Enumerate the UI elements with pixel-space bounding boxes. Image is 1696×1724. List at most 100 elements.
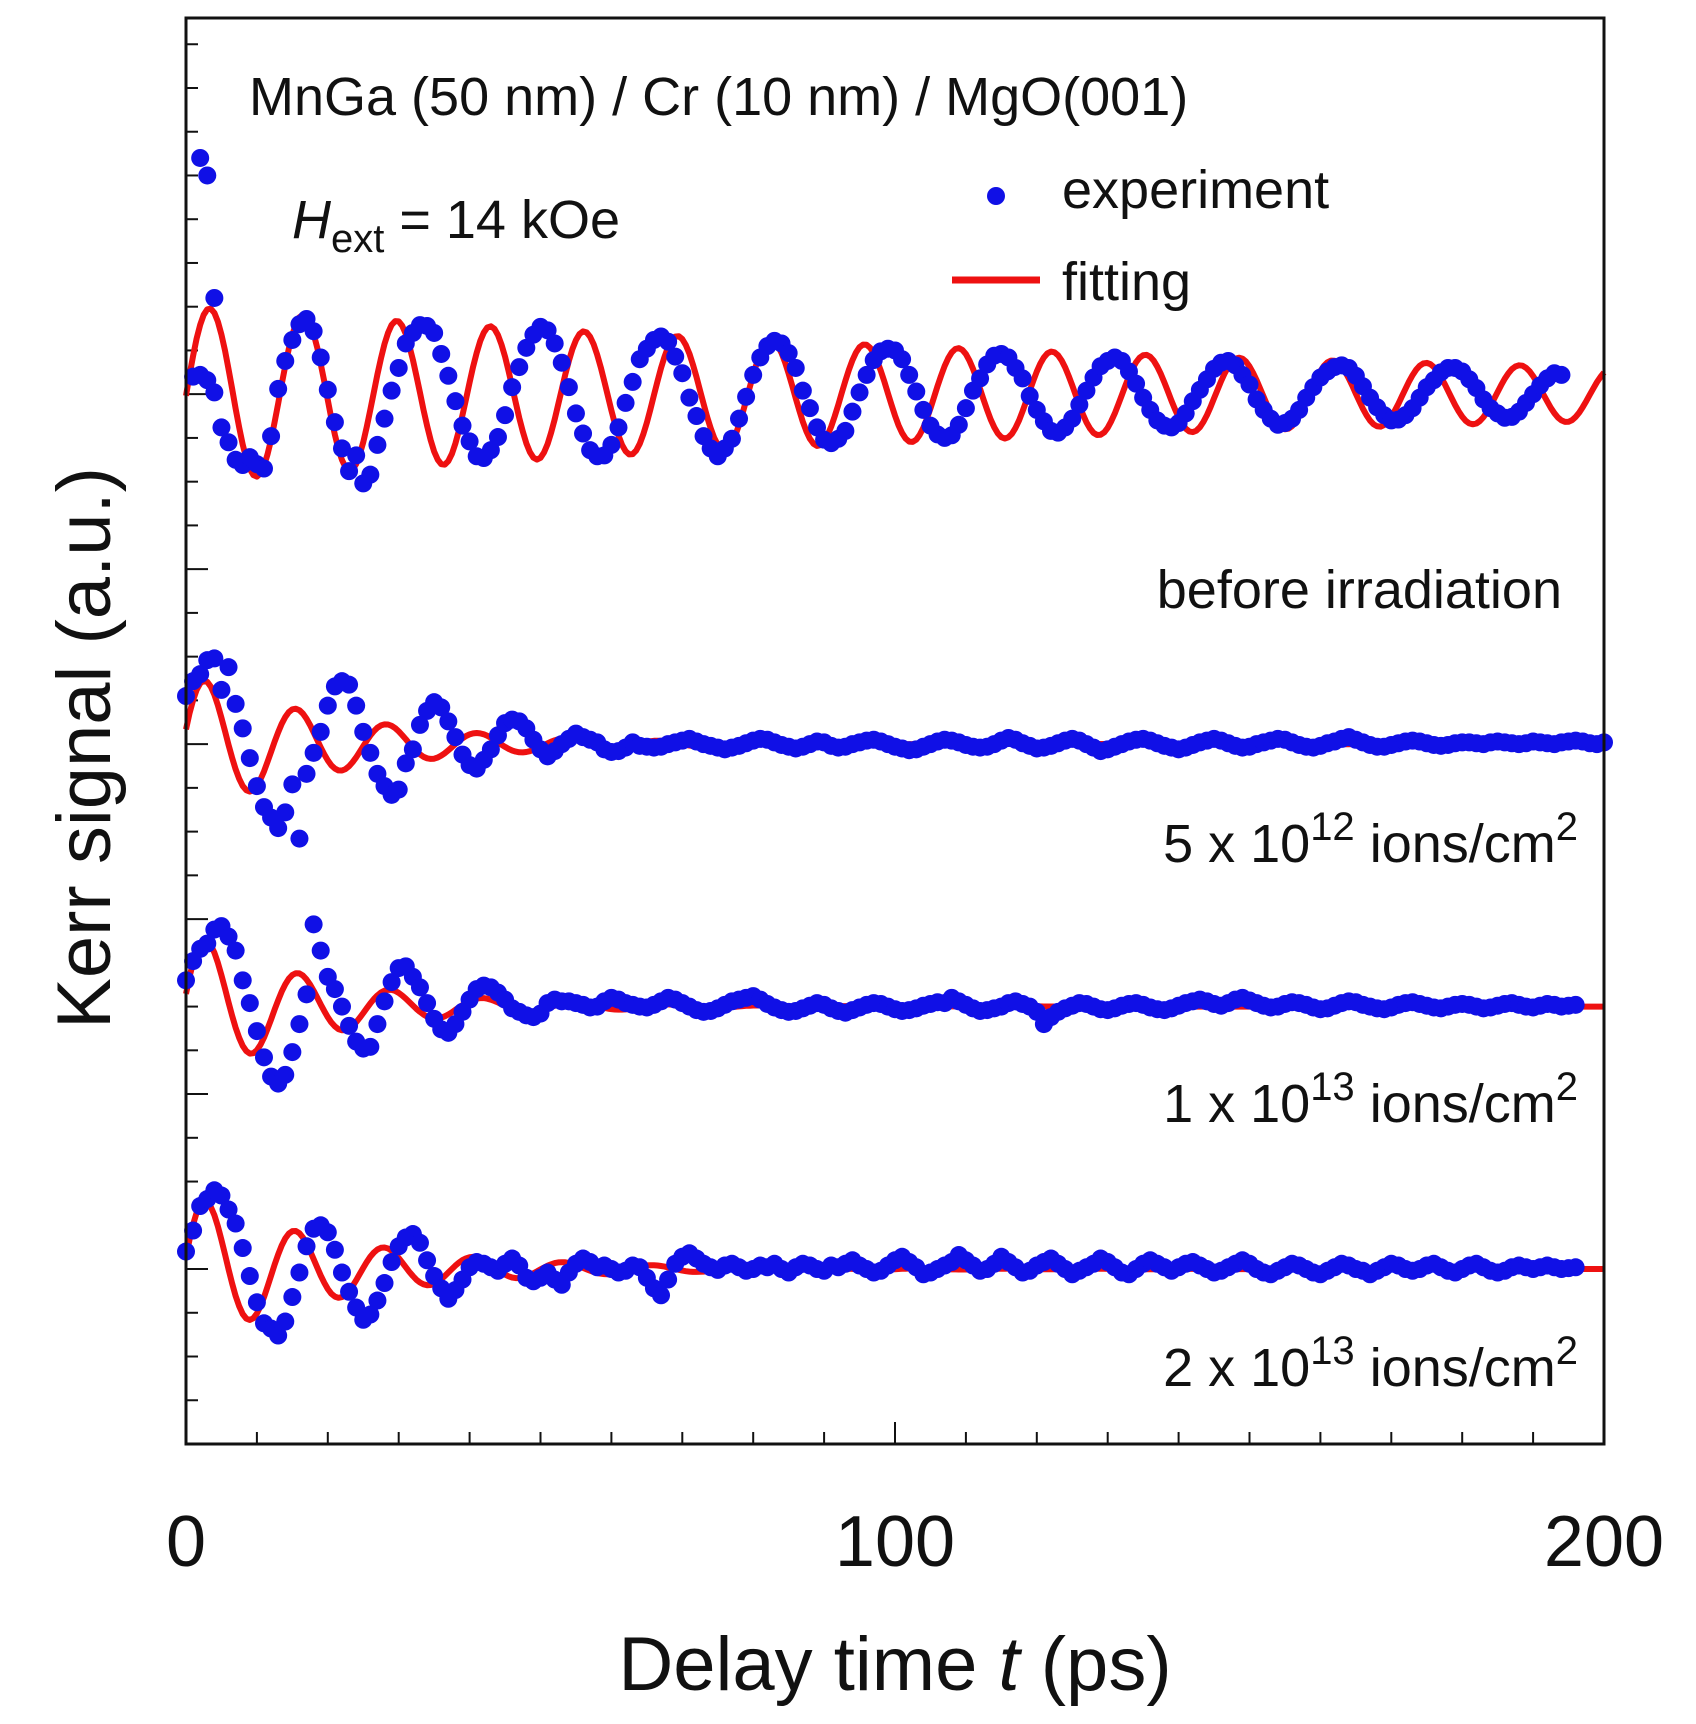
experiment-point-1-8 — [233, 719, 252, 738]
experiment-point-3-17 — [297, 1237, 316, 1256]
experiment-point-1-20 — [318, 696, 337, 715]
experiment-point-0-76 — [722, 429, 741, 448]
experiment-point-3-196 — [1566, 1258, 1585, 1277]
experiment-point-0-124 — [1063, 409, 1082, 428]
experiment-point-2-3 — [198, 934, 217, 953]
fit-curve-0 — [183, 305, 1607, 480]
experiment-point-0-34 — [425, 323, 444, 342]
experiment-point-2-34 — [418, 994, 437, 1013]
experiment-point-2-8 — [233, 971, 252, 990]
series-label-1e13-unit-exponent: 2 — [1556, 1065, 1578, 1109]
experiment-point-3-26 — [361, 1305, 380, 1324]
experiment-point-1-9 — [240, 749, 259, 768]
experiment-point-0-133 — [1127, 374, 1146, 393]
experiment-point-0-102 — [907, 382, 926, 401]
plot-frame — [184, 16, 1606, 1446]
experiment-point-1-32 — [403, 740, 422, 759]
experiment-point-2-11 — [254, 1048, 273, 1067]
y-axis-label: Kerr signal (a.u.) — [42, 467, 127, 1029]
series-label-2e13: 2 x 1013 ions/cm2 — [1163, 1329, 1578, 1398]
experiment-point-0-early-1 — [198, 166, 217, 185]
experiment-point-0-26 — [368, 435, 387, 454]
experiment-point-0-93 — [843, 402, 862, 421]
experiment-point-1-26 — [361, 743, 380, 762]
experiment-point-0-10 — [254, 459, 273, 478]
experiment-point-0-78 — [737, 387, 756, 406]
experiment-point-1-15 — [283, 775, 302, 794]
experiment-point-2-22 — [332, 997, 351, 1016]
experiment-point-2-28 — [375, 992, 394, 1011]
experiment-point-1-31 — [396, 754, 415, 773]
experiment-point-3-21 — [325, 1240, 344, 1259]
experiment-point-2-27 — [368, 1015, 387, 1034]
experiment-point-1-10 — [247, 777, 266, 796]
experiment-point-0-25 — [361, 465, 380, 484]
series-label-1e13-base: 1 x 10 — [1163, 1074, 1310, 1134]
experiment-point-0-22 — [340, 462, 359, 481]
experiment-point-1-19 — [311, 722, 330, 741]
experiment-point-3-28 — [375, 1274, 394, 1293]
experiment-point-0-13 — [276, 351, 295, 370]
experiment-point-3-67 — [652, 1286, 671, 1305]
experiment-point-0-47 — [517, 338, 536, 357]
experiment-point-0-59 — [602, 435, 621, 454]
experiment-point-0-29 — [389, 358, 408, 377]
experiment-point-0-55 — [574, 424, 593, 443]
experiment-point-0-92 — [836, 421, 855, 440]
experiment-point-0-125 — [1070, 395, 1089, 414]
experiment-point-0-193 — [1552, 365, 1571, 384]
experiment-point-3-6 — [219, 1200, 238, 1219]
experiment-point-0-87 — [800, 399, 819, 418]
experiment-point-2-196 — [1566, 995, 1585, 1014]
experiment-point-0-early-2 — [205, 288, 224, 307]
series-label-1e13-unit: ions/cm — [1355, 1074, 1556, 1134]
experiment-point-1-38 — [446, 728, 465, 747]
experiment-point-3-15 — [283, 1288, 302, 1307]
experiment-point-0-27 — [375, 409, 394, 428]
experiment-point-2-29 — [382, 973, 401, 992]
experiment-point-3-8 — [233, 1239, 252, 1258]
experiment-point-0-51 — [545, 334, 564, 353]
experiment-point-0-42 — [481, 441, 500, 460]
experiment-point-0-86 — [793, 381, 812, 400]
experiment-point-0-17 — [304, 322, 323, 341]
experiment-point-0-43 — [488, 428, 507, 447]
experiment-point-1-43 — [481, 740, 500, 759]
experiment-point-0-67 — [659, 332, 678, 351]
x-tick-label-100: 100 — [835, 1502, 955, 1582]
experiment-point-2-26 — [361, 1037, 380, 1056]
experiment-point-2-14 — [276, 1065, 295, 1084]
experiment-point-0-12 — [269, 379, 288, 398]
experiment-point-2-19 — [311, 941, 330, 960]
experiment-point-1-5 — [212, 680, 231, 699]
experiment-point-0-46 — [510, 358, 529, 377]
experiment-point-0-50 — [538, 321, 557, 340]
x-axis-label-unit: (ps) — [1020, 1622, 1172, 1707]
experiment-point-3-68 — [659, 1270, 678, 1289]
experiment-point-0-109 — [956, 399, 975, 418]
experiment-point-3-5 — [212, 1186, 231, 1205]
experiment-point-3-16 — [290, 1263, 309, 1282]
experiment-point-1-13 — [269, 819, 288, 838]
experiment-point-1-4 — [205, 649, 224, 668]
experiment-point-0-149 — [1240, 375, 1259, 394]
series-label-5e12-exponent: 12 — [1310, 805, 1355, 849]
legend-fitting-label: fitting — [1062, 252, 1191, 312]
experiment-point-2-10 — [247, 1022, 266, 1041]
experiment-point-0-69 — [673, 364, 692, 383]
experiment-point-0-4 — [212, 418, 231, 437]
experiment-point-0-20 — [325, 413, 344, 432]
x-tick-label-0: 0 — [166, 1502, 206, 1582]
experiment-point-1-30 — [389, 780, 408, 799]
legend-experiment-label: experiment — [1062, 160, 1329, 220]
experiment-point-1-17 — [297, 764, 316, 783]
experiment-point-0-19 — [318, 380, 337, 399]
experiment-point-0-79 — [744, 365, 763, 384]
series-label-5e12: 5 x 1012 ions/cm2 — [1163, 805, 1578, 874]
x-tick-label-200: 200 — [1544, 1502, 1664, 1582]
experiment-point-3-33 — [410, 1233, 429, 1252]
experiment-point-3-9 — [240, 1267, 259, 1286]
experiment-point-2-9 — [240, 994, 259, 1013]
experiment-point-0-94 — [850, 383, 869, 402]
